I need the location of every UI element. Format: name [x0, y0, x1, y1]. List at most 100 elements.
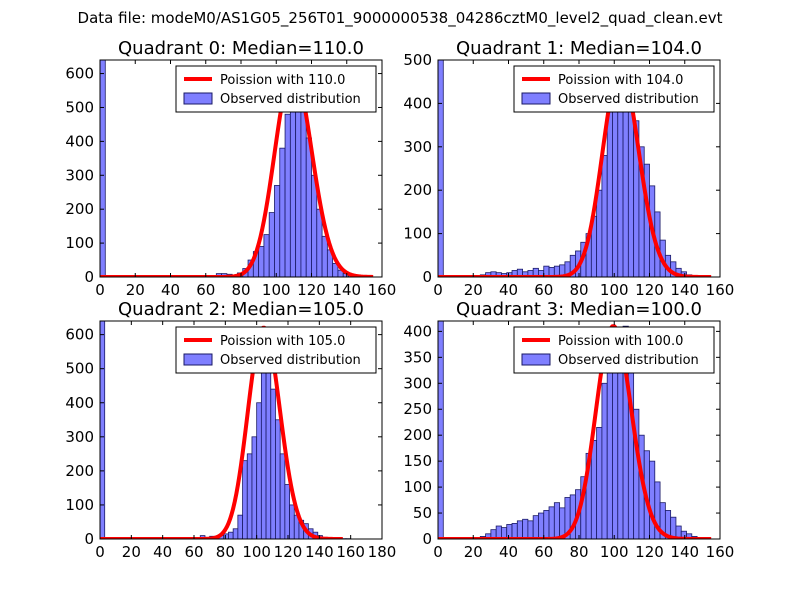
legend-bar-swatch	[521, 353, 551, 366]
x-tick-label: 80	[569, 281, 588, 299]
x-tick-label: 20	[126, 281, 145, 299]
histogram-bar	[258, 246, 265, 277]
histogram-bar	[251, 436, 258, 539]
poisson-curve	[100, 325, 344, 539]
y-tick-label: 500	[65, 98, 94, 116]
histogram-bar	[438, 321, 444, 539]
x-tick-label: 140	[332, 281, 361, 299]
y-tick-label: 0	[422, 530, 432, 548]
histogram-bar	[548, 506, 555, 539]
x-tick-label: 60	[534, 281, 553, 299]
panel-quadrant-2: 0 20 40 60 80 100 120 140 160 1800100200300400500…	[65, 299, 396, 561]
histogram-bar	[270, 388, 276, 539]
y-tick-label: 150	[403, 452, 432, 470]
histogram-bar	[321, 235, 328, 277]
x-tick-label: 120	[297, 281, 326, 299]
y-tick-label: 400	[65, 394, 94, 412]
histogram-bar	[274, 185, 281, 277]
legend-box	[513, 326, 715, 374]
legend: Poission with 104.0 Observed distribution	[513, 65, 715, 113]
histogram-bar	[596, 189, 603, 277]
legend: Poission with 100.0 Observed distribution	[513, 326, 715, 374]
y-tick-label: 600	[65, 326, 94, 344]
poisson-curve	[100, 68, 374, 277]
y-tick-label: 300	[403, 138, 432, 156]
x-tick-label: 40	[153, 543, 172, 561]
axes-frame	[99, 320, 383, 540]
y-tick-label: 500	[65, 360, 94, 378]
x-tick-label: 120	[274, 543, 303, 561]
y-tick-label: 300	[65, 428, 94, 446]
panel-quadrant-1: 0 20 40 60 80 100 120 140 160 0 100 200 300 400 500 Qua…	[403, 38, 734, 299]
legend-label-poisson: Poission with 100.0	[558, 334, 683, 349]
y-tick-label: 100	[65, 234, 94, 252]
histogram-bar	[601, 382, 608, 539]
y-tick-label: 300	[65, 166, 94, 184]
histogram-bar	[242, 460, 248, 539]
x-tick-label: 100	[600, 543, 629, 561]
y-tick-label: 400	[65, 132, 94, 150]
legend-label-poisson: Poission with 104.0	[558, 73, 683, 88]
histogram-bar	[522, 518, 529, 539]
x-tick-label: 80	[231, 281, 250, 299]
y-tick-label: 100	[403, 225, 432, 243]
x-tick-label: 140	[305, 543, 334, 561]
y-tick-label: 400	[403, 322, 432, 340]
y-tick-label: 0	[84, 530, 94, 548]
legend-bar-swatch	[183, 353, 213, 366]
y-tick-label: 200	[403, 426, 432, 444]
histogram-bar	[627, 111, 635, 277]
histogram-bar	[601, 155, 608, 277]
y-tick-label: 300	[403, 374, 432, 392]
y-tick-label: 600	[65, 65, 94, 83]
histogram-bar	[232, 528, 239, 539]
x-tick-label: 40	[499, 543, 518, 561]
histogram-bar	[516, 520, 523, 539]
panel-title: Quadrant 2: Median=105.0	[118, 299, 364, 320]
histogram-bar	[228, 531, 234, 539]
legend-label-poisson: Poission with 105.0	[220, 334, 345, 349]
y-tick-label: 100	[403, 478, 432, 496]
y-tick-label: 200	[65, 462, 94, 480]
poisson-curve	[438, 66, 712, 277]
histogram-bar	[279, 147, 286, 277]
histogram-bar	[617, 94, 624, 277]
panels: 0 20 40 60 80 100 120 140 1600100200300400500600…	[65, 38, 734, 561]
x-tick-label: 100	[600, 281, 629, 299]
x-tick-label: 20	[464, 543, 483, 561]
histogram-bar	[237, 514, 243, 539]
histogram-bar	[289, 504, 295, 539]
histogram-bar	[279, 453, 286, 539]
y-tick-label: 100	[65, 496, 94, 514]
figure-suptitle: Data file: modeM0/AS1G05_256T01_90000005…	[78, 9, 723, 28]
y-tick-label: 200	[403, 181, 432, 199]
legend: Poission with 110.0 Observed distribution	[175, 65, 377, 113]
histogram-bar	[543, 510, 550, 539]
x-tick-label: 160	[368, 281, 397, 299]
x-tick-label: 0	[433, 281, 443, 299]
histogram-bar	[596, 427, 603, 539]
panel-title: Quadrant 3: Median=100.0	[456, 299, 702, 320]
histogram-bar	[612, 351, 619, 539]
histogram-bar	[246, 453, 253, 539]
x-tick-label: 0	[95, 281, 105, 299]
legend-label-observed: Observed distribution	[220, 92, 361, 107]
x-tick-label: 60	[196, 281, 215, 299]
histogram-bar	[100, 60, 106, 277]
y-tick-label: 0	[422, 268, 432, 286]
x-tick-label: 180	[368, 543, 397, 561]
histogram-bar	[284, 113, 291, 277]
histogram-bar	[256, 402, 262, 539]
x-tick-label: 0	[95, 543, 105, 561]
histogram-bar	[300, 100, 307, 277]
y-tick-label: 50	[413, 504, 432, 522]
panel-quadrant-3: 0 20 40 60 80 100 120 140 160 0 50 100 150 200 250 300 3…	[403, 299, 734, 561]
x-tick-label: 160	[706, 281, 735, 299]
y-tick-label: 0	[84, 268, 94, 286]
histogram-bar	[511, 523, 518, 539]
histogram-bar	[223, 533, 229, 539]
panel-quadrant-0: 0 20 40 60 80 100 120 140 160 0 100 200 300 400 500 600…	[65, 38, 396, 299]
histogram-bar	[284, 484, 290, 539]
legend-bar-swatch	[183, 92, 213, 105]
